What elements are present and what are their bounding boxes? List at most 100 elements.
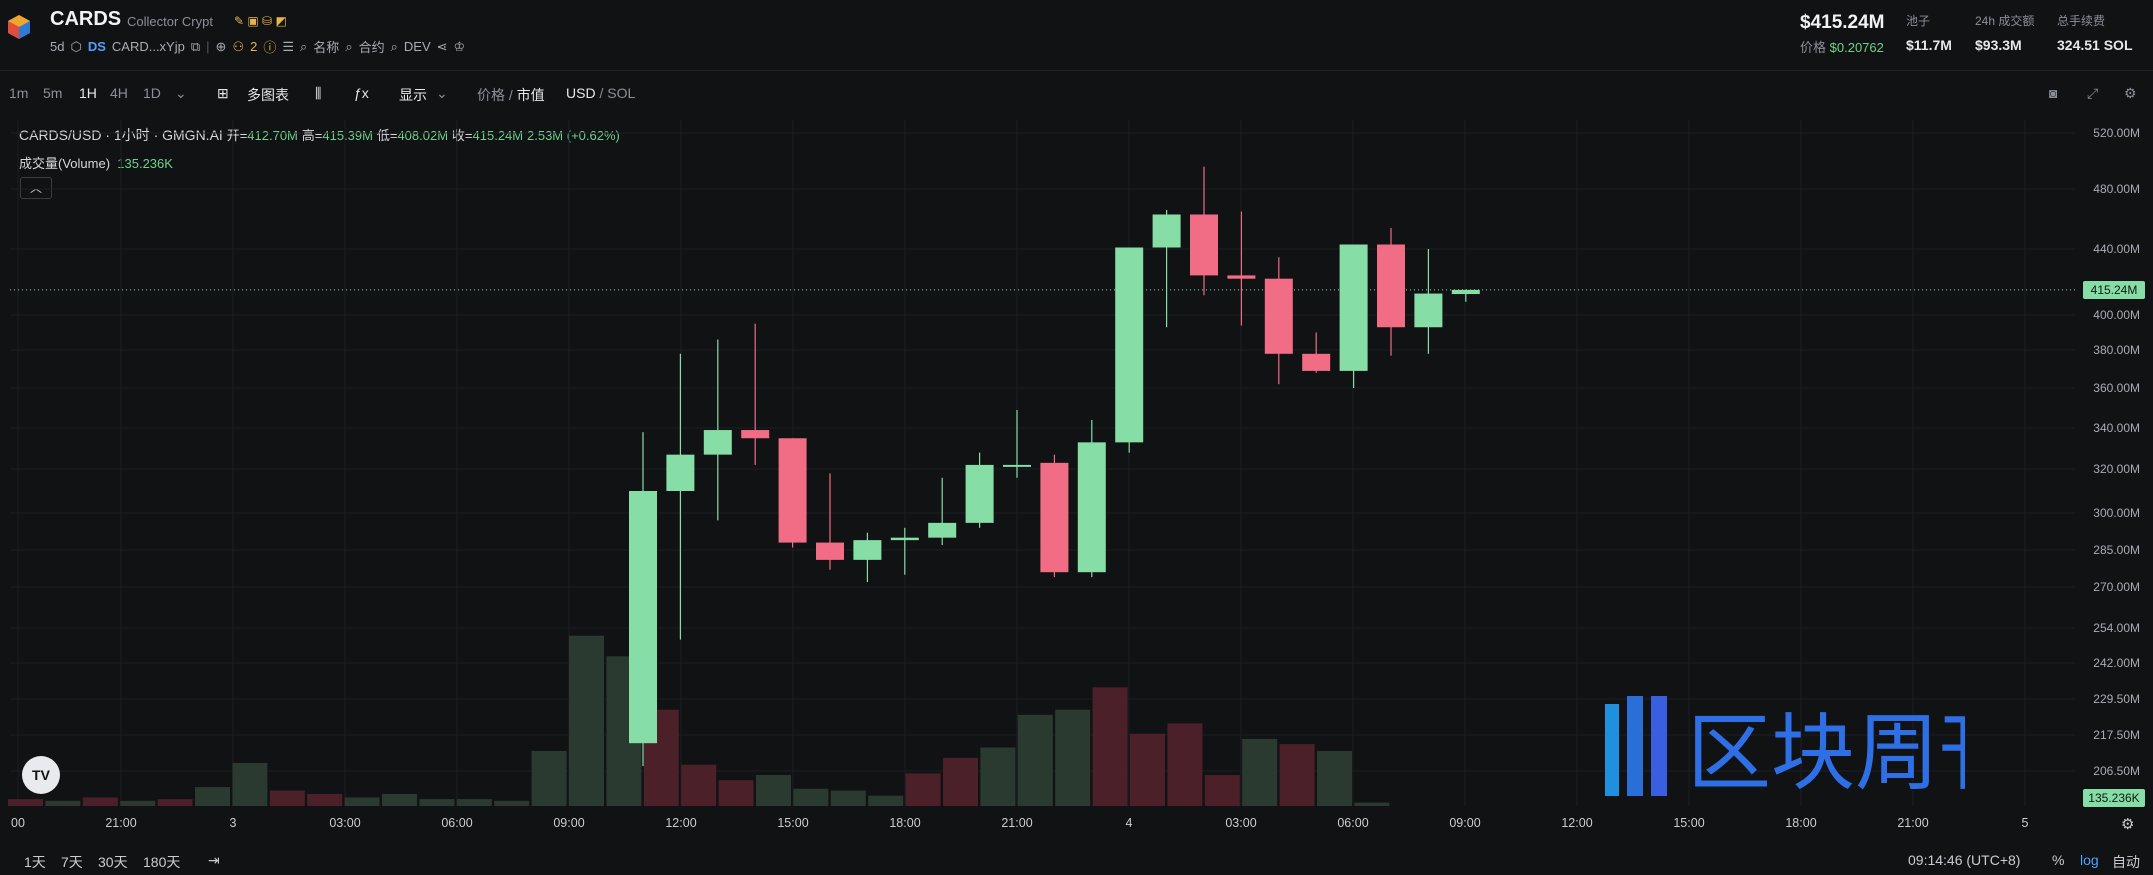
- volume-24h-stat: 24h 成交额 $93.3M: [1975, 14, 2035, 53]
- time-axis: 00 21:00 3 03:00 06:00 09:00 12:00 15:00 18:00 21…: [11, 816, 2134, 833]
- contract-address[interactable]: CARD...xYjp: [111, 39, 185, 54]
- candle-body: [890, 537, 919, 541]
- time-axis-label: 06:00: [441, 816, 472, 830]
- settings-icon[interactable]: ⚙: [2124, 85, 2137, 101]
- time-axis-label: 09:00: [553, 816, 584, 830]
- edit-icon[interactable]: ✎ ▣ ⛁ ◩: [234, 14, 287, 28]
- range-1d[interactable]: 1天: [24, 854, 46, 870]
- volume-bar: [1204, 775, 1240, 806]
- log-toggle[interactable]: log: [2080, 852, 2099, 868]
- time-axis-label: 21:00: [1001, 816, 1032, 830]
- camera-icon[interactable]: ◙: [2049, 85, 2058, 101]
- price-axis-label: 340.00M: [2093, 421, 2140, 435]
- search-dev-link[interactable]: DEV: [403, 39, 431, 54]
- volume-bar: [830, 790, 866, 806]
- time-axis-label: 21:00: [1897, 816, 1928, 830]
- price-axis-label: 229.50M: [2093, 692, 2140, 706]
- search-name-link[interactable]: 名称: [313, 40, 340, 55]
- time-axis-label: 4: [1126, 816, 1133, 830]
- volume-bar: [1354, 802, 1390, 806]
- candles-icon[interactable]: ⫼: [315, 85, 322, 101]
- candle-body: [853, 540, 882, 560]
- interval-1m[interactable]: 1m: [9, 85, 29, 101]
- chevron-down-icon[interactable]: ⌄: [175, 85, 187, 101]
- price-mcap-toggle[interactable]: 价格 / 市值: [477, 87, 545, 103]
- range-7d[interactable]: 7天: [61, 854, 83, 870]
- time-axis-label: 18:00: [1785, 816, 1816, 830]
- indicators-icon[interactable]: ƒx: [354, 85, 369, 101]
- candle-body: [629, 491, 657, 744]
- volume-bar: [1092, 687, 1128, 806]
- volume-bar: [344, 797, 380, 806]
- token-name: Collector Crypt: [127, 14, 213, 29]
- volume-label: 成交量(Volume): [19, 156, 111, 171]
- token-symbol: CARDS: [50, 8, 122, 30]
- candles: [629, 166, 1480, 767]
- candle-body: [928, 522, 957, 538]
- range-180d[interactable]: 180天: [143, 854, 181, 870]
- chevron-down-icon[interactable]: ⌄: [436, 85, 448, 101]
- volume-bar: [195, 787, 230, 806]
- volume-value: 135.236K: [117, 156, 173, 171]
- candle-body: [1077, 442, 1106, 573]
- clock[interactable]: 09:14:46 (UTC+8): [1908, 852, 2021, 868]
- bottom-bar: 1天 7天 30天 180天 ⇥ 09:14:46 (UTC+8) % log …: [0, 846, 2153, 875]
- price-axis-label: 480.00M: [2093, 182, 2140, 196]
- price-axis-label: 270.00M: [2093, 580, 2140, 594]
- low-value: 408.02M: [397, 128, 449, 143]
- time-axis-label: 09:00: [1449, 816, 1480, 830]
- collapse-legend-button[interactable]: ︿: [20, 177, 52, 199]
- copy-icon[interactable]: ⧉: [190, 38, 201, 54]
- volume-bar: [269, 790, 305, 806]
- search-contract-link[interactable]: 合约: [358, 40, 385, 55]
- candle-body: [1264, 278, 1293, 354]
- search-icon: ⌕: [390, 38, 398, 54]
- time-axis-label: 03:00: [329, 816, 360, 830]
- chart-toolbar: 1m 5m 1H 4H 1D ⌄ ⊞ 多图表 ⫼ ƒx 显示 ⌄ 价格 / 市值…: [0, 76, 2153, 110]
- candle-body: [778, 438, 807, 543]
- volume-bar: [419, 799, 455, 806]
- volume-bar: [718, 780, 754, 806]
- volume-bar: [82, 797, 118, 806]
- price-chart[interactable]: 520.00M 480.00M 440.00M 400.00M 380.00M 360.0…: [0, 110, 2153, 846]
- candle-body: [965, 464, 994, 523]
- interval-1d[interactable]: 1D: [143, 85, 161, 101]
- search-icon: ⌕: [345, 38, 353, 54]
- time-axis-label: 12:00: [1561, 816, 1592, 830]
- goto-date-icon[interactable]: ⇥: [208, 852, 220, 868]
- currency-toggle[interactable]: USD / SOL: [566, 85, 636, 101]
- search-icon: ⌕: [300, 38, 308, 54]
- volume-bar: [307, 793, 343, 806]
- volume-legend: 成交量(Volume) 135.236K: [19, 153, 173, 172]
- warning-icon: ⓘ: [263, 40, 277, 55]
- display-menu[interactable]: 显示: [399, 87, 427, 103]
- dexscreener-badge[interactable]: DS: [87, 39, 106, 54]
- price-row: 价格 $0.20762: [1800, 37, 1884, 56]
- auto-toggle[interactable]: 自动: [2112, 854, 2140, 870]
- percent-toggle[interactable]: %: [2052, 852, 2065, 868]
- price-axis-label: 380.00M: [2093, 343, 2140, 357]
- share-icon[interactable]: ⋖: [436, 38, 448, 54]
- change-value: 2.53M (+0.62%): [527, 128, 620, 143]
- range-30d[interactable]: 30天: [98, 854, 128, 870]
- candle-body: [816, 542, 844, 560]
- volume-bar: [1279, 744, 1315, 806]
- candle-body: [703, 430, 732, 455]
- volume-bar: [8, 799, 43, 806]
- interval-5m[interactable]: 5m: [43, 85, 63, 101]
- volume-bar: [905, 773, 941, 806]
- volume-bar: [1242, 738, 1278, 806]
- candle-body: [741, 430, 770, 439]
- multi-chart-button[interactable]: 多图表: [247, 87, 289, 103]
- volume-bar: [756, 775, 791, 806]
- volume-bar: [681, 764, 717, 806]
- crown-icon[interactable]: ♔: [453, 38, 466, 54]
- add-chart-icon[interactable]: ⊞: [217, 85, 229, 101]
- time-axis-label: 5: [2022, 816, 2029, 830]
- fullscreen-icon[interactable]: ⤢: [2087, 85, 2099, 101]
- price-axis-label: 217.50M: [2093, 728, 2140, 742]
- tradingview-logo[interactable]: TV: [22, 756, 60, 794]
- interval-1h[interactable]: 1H: [79, 85, 97, 101]
- globe-icon[interactable]: ⊕: [215, 38, 227, 54]
- interval-4h[interactable]: 4H: [110, 85, 128, 101]
